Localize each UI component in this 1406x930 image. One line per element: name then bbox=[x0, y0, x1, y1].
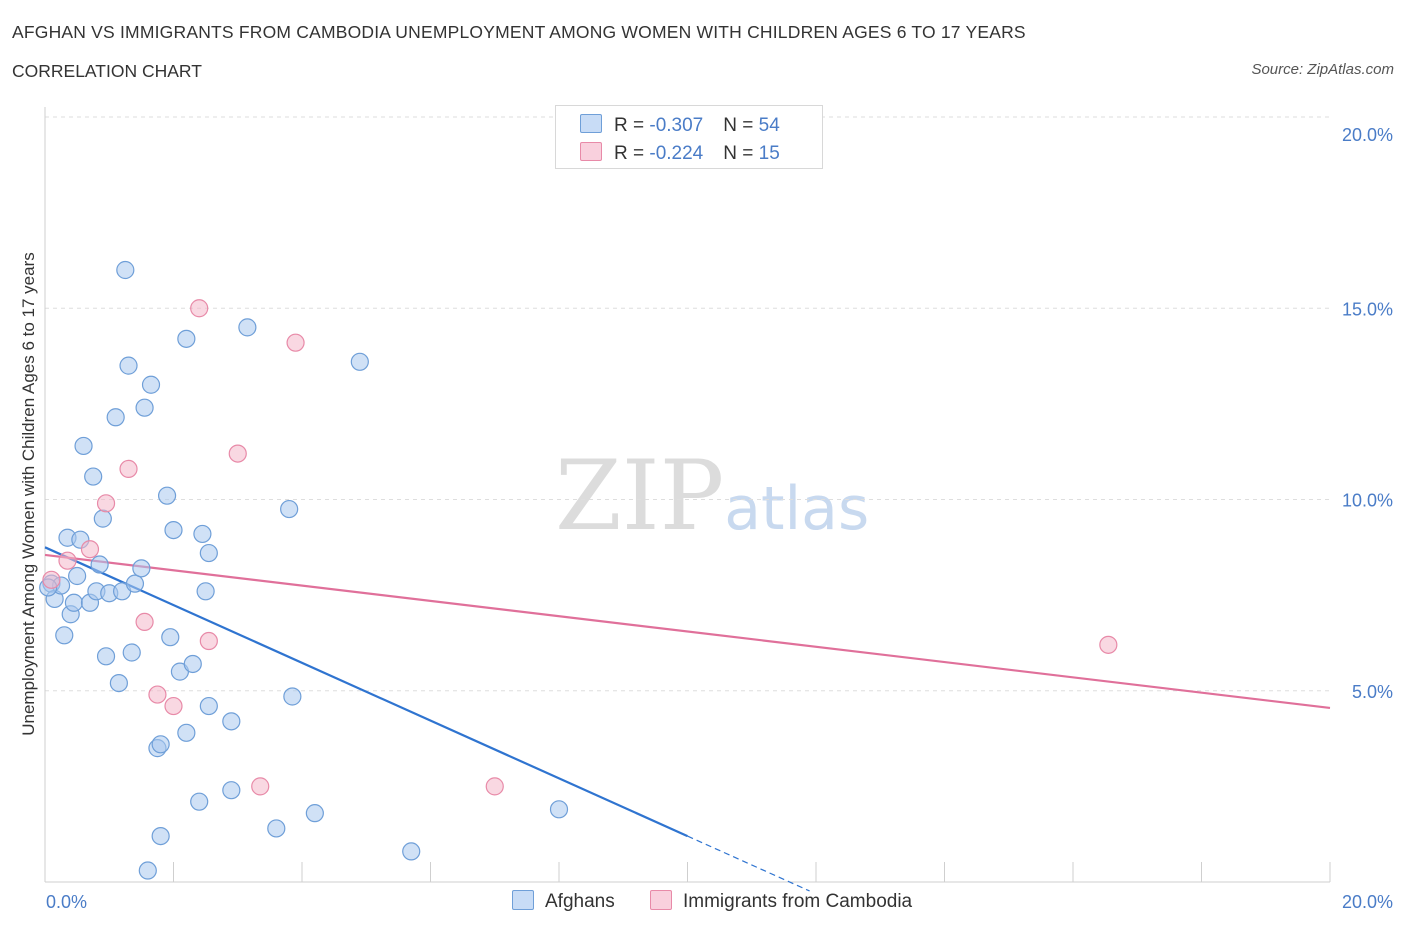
legend-afghans-label: Afghans bbox=[545, 891, 615, 912]
watermark-accent: atlas bbox=[724, 474, 870, 544]
watermark-main: ZIP bbox=[555, 440, 725, 552]
data-point-afghans bbox=[151, 826, 170, 846]
data-point-afghans bbox=[199, 696, 218, 716]
data-point-afghans bbox=[183, 654, 202, 674]
data-point-cambodia bbox=[485, 777, 504, 796]
data-point-cambodia bbox=[199, 631, 218, 651]
data-point-afghans bbox=[84, 467, 103, 486]
data-point-afghans bbox=[135, 398, 154, 417]
legend-item-afghans[interactable]: Afghans bbox=[512, 890, 615, 913]
trend-lines bbox=[44, 546, 1331, 892]
stats-row-afghans: R = -0.307 N = 54 bbox=[580, 114, 780, 138]
data-point-afghans bbox=[164, 520, 183, 540]
y-tick-label: 10.0% bbox=[1342, 491, 1393, 511]
data-point-afghans bbox=[55, 626, 74, 645]
data-point-afghans bbox=[141, 375, 161, 394]
afghans-n-value: 54 bbox=[758, 115, 780, 136]
data-point-afghans bbox=[74, 436, 93, 456]
data-point-afghans bbox=[68, 566, 87, 586]
data-point-afghans bbox=[196, 582, 215, 601]
data-point-afghans bbox=[238, 318, 257, 337]
data-point-cambodia bbox=[228, 444, 247, 463]
data-point-afghans bbox=[64, 593, 84, 612]
data-point-afghans bbox=[119, 356, 138, 375]
trend-line-1 bbox=[44, 553, 1331, 710]
trend-line-extension-0 bbox=[687, 835, 810, 892]
data-point-afghans bbox=[280, 499, 299, 519]
data-point-afghans bbox=[93, 509, 112, 528]
data-point-cambodia bbox=[164, 696, 183, 716]
source-label: Source: ZipAtlas.com bbox=[1251, 61, 1394, 78]
stats-legend: R = -0.307 N = 54 R = -0.224 N = 15 bbox=[555, 105, 823, 169]
watermark: ZIPatlas bbox=[555, 440, 869, 552]
data-point-cambodia bbox=[190, 299, 209, 318]
data-point-afghans bbox=[122, 643, 141, 662]
chart-subtitle: CORRELATION CHART bbox=[12, 61, 202, 81]
data-point-cambodia bbox=[80, 540, 100, 559]
data-point-cambodia bbox=[286, 333, 305, 352]
legend-cambodia-swatch bbox=[650, 890, 672, 910]
grid-lines bbox=[45, 116, 1330, 692]
afghans-swatch bbox=[580, 114, 602, 133]
data-point-cambodia bbox=[148, 685, 167, 704]
data-point-afghans bbox=[283, 687, 302, 706]
data-point-afghans bbox=[177, 723, 196, 742]
data-point-afghans bbox=[267, 819, 286, 838]
x-tick-label-min: 0.0% bbox=[46, 892, 87, 912]
data-point-cambodia bbox=[1099, 635, 1118, 654]
trend-line-0 bbox=[44, 546, 688, 838]
data-point-afghans bbox=[161, 628, 180, 647]
data-point-cambodia bbox=[251, 777, 270, 796]
data-point-afghans bbox=[402, 842, 421, 861]
cambodia-n-value: 15 bbox=[758, 143, 780, 164]
data-point-afghans bbox=[193, 524, 212, 544]
data-point-afghans bbox=[90, 555, 109, 574]
chart-title: AFGHAN VS IMMIGRANTS FROM CAMBODIA UNEMP… bbox=[12, 22, 1026, 42]
data-point-afghans bbox=[222, 712, 241, 731]
x-tick-label-max: 20.0% bbox=[1342, 892, 1393, 912]
data-point-afghans bbox=[125, 574, 145, 593]
y-tick-label: 20.0% bbox=[1342, 125, 1393, 145]
data-point-afghans bbox=[106, 408, 125, 427]
data-point-cambodia bbox=[58, 551, 77, 570]
stats-row-cambodia: R = -0.224 N = 15 bbox=[580, 142, 780, 166]
afghans-r-value: -0.307 bbox=[649, 115, 704, 136]
data-point-cambodia bbox=[119, 459, 138, 478]
data-points bbox=[39, 260, 1118, 880]
data-point-cambodia bbox=[42, 570, 61, 589]
cambodia-swatch bbox=[580, 142, 602, 161]
axes bbox=[44, 107, 1331, 883]
data-point-afghans bbox=[96, 647, 116, 666]
data-point-cambodia bbox=[135, 612, 154, 632]
data-point-afghans bbox=[116, 260, 135, 280]
legend-item-cambodia[interactable]: Immigrants from Cambodia bbox=[650, 890, 912, 913]
y-tick-label: 5.0% bbox=[1352, 682, 1393, 702]
cambodia-r-value: -0.224 bbox=[649, 143, 704, 164]
data-point-afghans bbox=[177, 329, 196, 348]
data-point-afghans bbox=[190, 792, 209, 811]
y-axis-label: Unemployment Among Women with Children A… bbox=[19, 252, 38, 736]
data-point-afghans bbox=[350, 352, 369, 371]
data-point-afghans bbox=[138, 861, 157, 880]
data-point-cambodia bbox=[96, 494, 116, 513]
legend-afghans-swatch bbox=[512, 890, 534, 910]
data-point-afghans bbox=[157, 486, 177, 505]
data-point-afghans bbox=[199, 543, 218, 563]
legend-cambodia-label: Immigrants from Cambodia bbox=[683, 891, 913, 912]
data-point-afghans bbox=[549, 800, 569, 819]
data-point-afghans bbox=[222, 781, 241, 800]
data-point-afghans bbox=[109, 673, 128, 693]
data-point-afghans bbox=[151, 735, 170, 754]
y-tick-label: 15.0% bbox=[1342, 299, 1393, 319]
data-point-afghans bbox=[132, 559, 151, 578]
data-point-afghans bbox=[305, 804, 324, 823]
tick-labels: 5.0% 10.0% 15.0% 20.0% 0.0% 20.0% bbox=[46, 125, 1393, 912]
